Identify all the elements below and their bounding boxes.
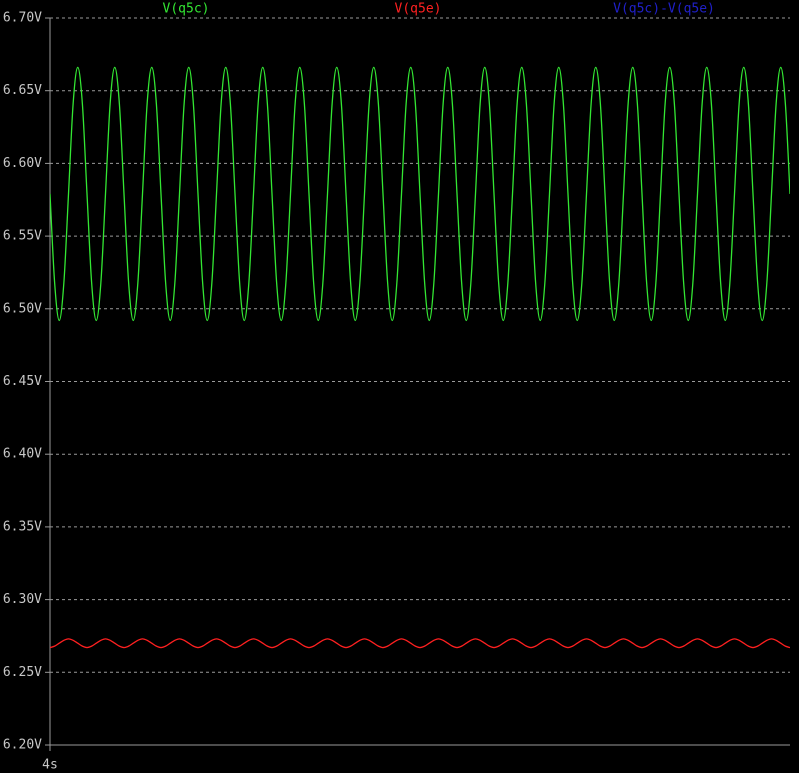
y-tick-label: 6.30V <box>3 592 42 607</box>
legend-entry: V(q5c) <box>163 2 210 17</box>
y-tick-label: 6.60V <box>3 156 42 171</box>
y-tick-label: 6.35V <box>3 519 42 534</box>
series-line <box>50 66 790 322</box>
y-tick-label: 6.40V <box>3 447 42 462</box>
plot-area <box>50 66 790 649</box>
y-tick-label: 6.55V <box>3 229 42 244</box>
legend-entry: V(q5c)-V(q5e) <box>613 2 715 17</box>
y-tick-label: 6.65V <box>3 83 42 98</box>
series-line <box>50 638 790 649</box>
y-tick-label: 6.50V <box>3 301 42 316</box>
y-tick-label: 6.20V <box>3 738 42 753</box>
legend-entry: V(q5e) <box>395 2 442 17</box>
y-tick-label: 6.25V <box>3 665 42 680</box>
x-tick-label: 4s <box>42 758 58 773</box>
y-tick-label: 6.45V <box>3 374 42 389</box>
y-tick-label: 6.70V <box>3 11 42 26</box>
